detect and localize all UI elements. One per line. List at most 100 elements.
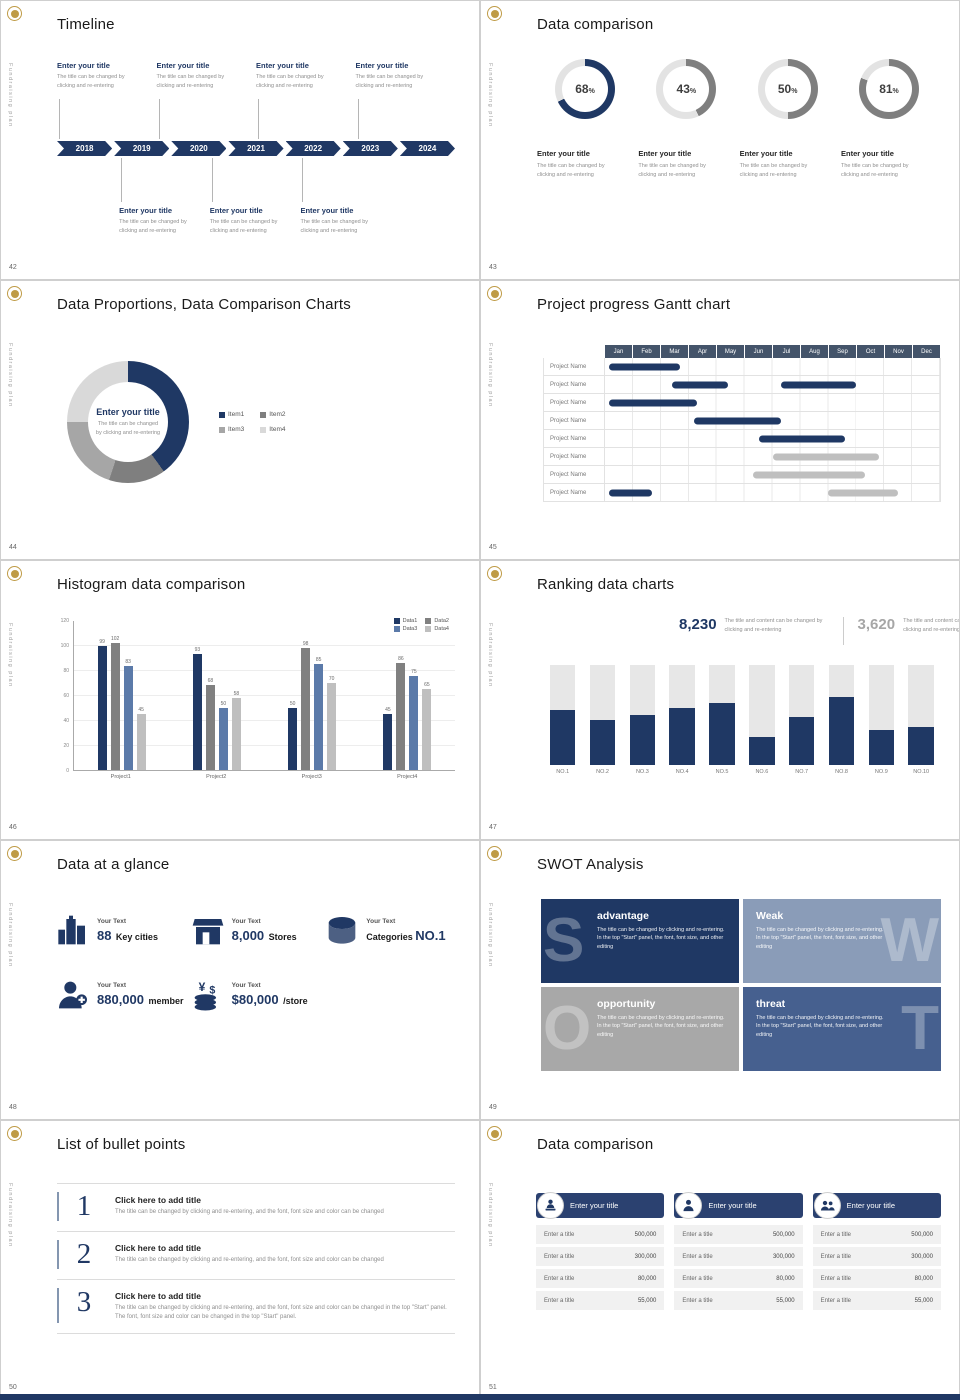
ring-center: 81% [865,66,912,112]
gantt-bar[interactable] [758,435,846,442]
timeline-entry[interactable]: Enter your title The title can be change… [157,61,257,141]
bullet-item[interactable]: 1 Click here to add title The title can … [57,1183,455,1232]
bar[interactable] [383,713,393,770]
card-row[interactable]: Enter a title 55,000 [674,1291,803,1310]
bar[interactable] [205,685,215,770]
donut-stat[interactable]: 81% Enter your title The title can be ch… [841,59,937,180]
card-row[interactable]: Enter a title 55,000 [812,1291,941,1310]
donut-chart[interactable]: Enter your title The title can be change… [67,361,189,483]
bar[interactable] [97,646,107,770]
timeline-year[interactable]: 2018 [57,141,112,156]
slide-46-histogram[interactable]: Fundraising plan Histogram data comparis… [1,561,479,839]
bar[interactable] [110,642,120,770]
gantt-bar[interactable] [609,399,698,406]
legend-swatch [219,411,225,418]
bar-fill[interactable] [589,720,616,765]
timeline-year[interactable]: 2024 [400,141,455,156]
stat-item[interactable]: Your Text 8,000 Stores [192,915,327,947]
timeline-year[interactable]: 2023 [343,141,398,156]
bar-fill[interactable] [868,730,895,765]
gantt-bar[interactable] [609,363,681,370]
bar[interactable] [422,688,432,770]
gantt-bar[interactable] [752,471,865,478]
swot-quadrant-w[interactable]: W Weak The title can be changed by click… [743,899,941,983]
swot-quadrant-o[interactable]: O opportunity The title can be changed b… [541,987,739,1071]
slide-49-swot[interactable]: Fundraising plan SWOT Analysis S advanta… [481,841,959,1119]
bar[interactable] [288,707,298,770]
bar[interactable] [409,676,419,770]
bar[interactable] [396,662,406,770]
gantt-row: Project Name [543,466,941,484]
slide-43-data-comparison[interactable]: Fundraising plan Data comparison 68% Ent… [481,1,959,279]
bar-fill[interactable] [629,715,656,765]
bar-fill[interactable] [908,727,934,765]
card-row[interactable]: Enter a title 55,000 [536,1291,665,1310]
bullet-item[interactable]: 3 Click here to add title The title can … [57,1280,455,1334]
card-row-container: Enter your title Enter a title 500,000 E… [536,1192,941,1313]
bar[interactable] [314,663,324,770]
swot-quadrant-s[interactable]: S advantage The title can be changed by … [541,899,739,983]
gantt-bar[interactable] [609,489,653,496]
university-emblem-logo [487,286,502,301]
card-row[interactable]: Enter a title 500,000 [536,1225,665,1244]
gantt-bar[interactable] [780,381,857,388]
timeline-entry[interactable]: Enter your title The title can be change… [256,61,356,141]
stat-item[interactable]: Your Text 88 Key cities [57,915,192,947]
card-row[interactable]: Enter a title 500,000 [674,1225,803,1244]
timeline-entry[interactable]: Enter your title The title can be change… [210,158,301,235]
timeline-entry[interactable]: Enter your title The title can be change… [119,158,210,235]
university-emblem-logo [7,6,22,21]
slide-47-ranking[interactable]: Fundraising plan Ranking data charts 8,2… [481,561,959,839]
stat-item[interactable]: Your Text 880,000 member [57,979,192,1011]
slide-45-gantt[interactable]: Fundraising plan Project progress Gantt … [481,281,959,559]
gantt-bar[interactable] [828,489,899,496]
donut-stat[interactable]: 43% Enter your title The title can be ch… [638,59,734,180]
row-label: Enter a title [682,1275,713,1282]
bar[interactable] [192,653,202,770]
card-header[interactable]: Enter your title [674,1192,803,1219]
card-row[interactable]: Enter a title 80,000 [812,1269,941,1288]
gantt-bar[interactable] [772,453,879,460]
donut-stat[interactable]: 68% Enter your title The title can be ch… [537,59,633,180]
card-row[interactable]: Enter a title 300,000 [674,1247,803,1266]
bar-fill[interactable] [669,708,695,765]
stat-item[interactable]: ¥ $ Your Text $80,000 /store [192,979,327,1011]
bar[interactable] [123,666,133,770]
bar[interactable] [136,713,146,770]
bar-fill[interactable] [549,710,576,765]
slide-51-data-comparison-cards[interactable]: Fundraising plan Data comparison Enter y… [481,1121,959,1399]
card-header[interactable]: Enter your title [812,1192,941,1219]
card-row[interactable]: Enter a title 300,000 [536,1247,665,1266]
slide-50-bullet-points[interactable]: Fundraising plan List of bullet points 1… [1,1121,479,1399]
bullet-item[interactable]: 2 Click here to add title The title can … [57,1232,455,1280]
card-row[interactable]: Enter a title 80,000 [536,1269,665,1288]
slide-48-data-at-a-glance[interactable]: Fundraising plan Data at a glance Your T… [1,841,479,1119]
bar[interactable] [327,682,337,770]
card-row[interactable]: Enter a title 300,000 [812,1247,941,1266]
bar-fill[interactable] [749,737,775,765]
slide-42-timeline[interactable]: Fundraising plan Timeline Enter your tit… [1,1,479,279]
percent-value: 68% [575,82,595,96]
gantt-bar[interactable] [672,381,728,388]
stat-item[interactable]: Your Text Categories NO.1 [326,915,461,947]
timeline-entry[interactable]: Enter your title The title can be change… [300,158,391,235]
bar[interactable] [218,707,228,770]
gantt-bar[interactable] [694,417,781,424]
timeline-year[interactable]: 2020 [171,141,226,156]
swot-quadrant-t[interactable]: T threat The title can be changed by cli… [743,987,941,1071]
card-row[interactable]: Enter a title 500,000 [812,1225,941,1244]
timeline-year[interactable]: 2019 [114,141,169,156]
bar-fill[interactable] [709,703,735,765]
timeline-year[interactable]: 2021 [228,141,283,156]
timeline-year[interactable]: 2022 [286,141,341,156]
bar-fill[interactable] [788,717,815,765]
slide-44-data-proportions[interactable]: Fundraising plan Data Proportions, Data … [1,281,479,559]
bar-fill[interactable] [828,697,855,765]
donut-stat[interactable]: 50% Enter your title The title can be ch… [740,59,836,180]
card-header[interactable]: Enter your title [536,1192,665,1219]
bar[interactable] [301,647,311,770]
card-row[interactable]: Enter a title 80,000 [674,1269,803,1288]
timeline-entry[interactable]: Enter your title The title can be change… [356,61,456,141]
bar[interactable] [231,697,241,770]
timeline-entry[interactable]: Enter your title The title can be change… [57,61,157,141]
